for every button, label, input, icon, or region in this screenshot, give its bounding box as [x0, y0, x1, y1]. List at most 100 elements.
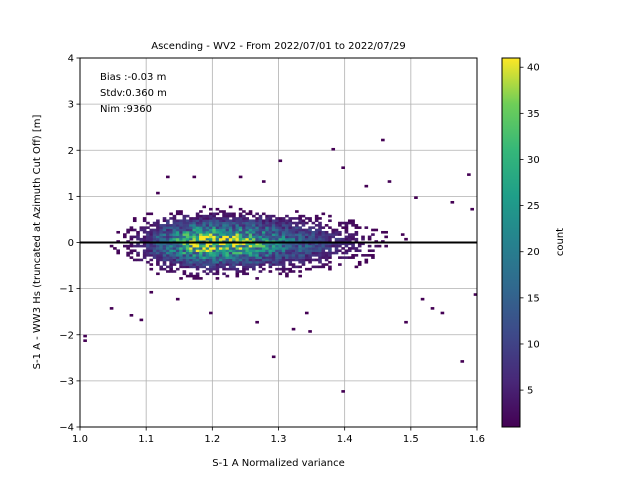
heatmap-cell	[265, 214, 269, 218]
heatmap-cell	[166, 258, 170, 262]
heatmap-cell	[314, 217, 319, 220]
heatmap-cell	[215, 256, 220, 259]
heatmap-cell	[357, 226, 362, 229]
heatmap-cell	[258, 247, 263, 250]
heatmap-cell	[252, 240, 256, 243]
heatmap-cell	[232, 254, 236, 257]
heatmap-cell	[232, 237, 236, 241]
heatmap-cell	[268, 228, 273, 232]
heatmap-cell	[278, 263, 283, 266]
heatmap-cell	[116, 251, 120, 255]
heatmap-cell	[172, 228, 177, 232]
heatmap-cell	[261, 226, 266, 229]
heatmap-cell	[222, 244, 226, 248]
heatmap-cell	[202, 240, 207, 243]
heatmap-cell	[268, 256, 273, 259]
heatmap-cell	[129, 235, 134, 239]
heatmap-cell	[328, 219, 332, 223]
heatmap-cell	[298, 251, 302, 255]
heatmap-cell	[162, 228, 167, 232]
heatmap-cell	[156, 249, 160, 253]
heatmap-cell	[175, 219, 180, 223]
heatmap-cell	[166, 219, 170, 223]
heatmap-cell	[242, 249, 246, 253]
heatmap-cell	[298, 228, 302, 232]
heatmap-cell	[179, 219, 183, 223]
heatmap-cell	[215, 258, 220, 262]
heatmap-cell	[338, 230, 342, 234]
heatmap-cell	[189, 230, 193, 234]
heatmap-cell	[215, 267, 220, 271]
heatmap-cell	[248, 210, 253, 213]
heatmap-cell	[129, 226, 134, 229]
heatmap-cell	[261, 221, 266, 225]
heatmap-cell	[258, 258, 263, 262]
heatmap-cell	[295, 224, 299, 227]
heatmap-cell	[126, 251, 130, 255]
heatmap-cell	[185, 274, 190, 278]
heatmap-cell	[205, 244, 210, 248]
heatmap-cell	[132, 258, 137, 262]
heatmap-cell	[238, 230, 243, 234]
heatmap-cell	[344, 256, 349, 259]
heatmap-cell	[202, 260, 207, 264]
heatmap-cell	[328, 237, 332, 241]
outlier-cell	[238, 175, 243, 179]
heatmap-cell	[212, 228, 216, 232]
x-tick-label: 1.0	[72, 434, 88, 445]
heatmap-cell	[202, 258, 207, 262]
heatmap-cell	[255, 219, 259, 223]
heatmap-cell	[129, 237, 134, 241]
heatmap-cell	[304, 240, 309, 243]
heatmap-cell	[367, 249, 372, 253]
heatmap-cell	[301, 235, 306, 239]
heatmap-cell	[298, 237, 302, 241]
heatmap-cell	[209, 235, 213, 239]
heatmap-cell	[202, 270, 207, 273]
heatmap-cell	[265, 219, 269, 223]
heatmap-cell	[288, 247, 293, 250]
heatmap-cell	[162, 258, 167, 262]
heatmap-cell	[169, 224, 173, 227]
outlier-cell	[341, 166, 345, 169]
heatmap-cell	[334, 233, 339, 236]
heatmap-cell	[298, 217, 302, 220]
heatmap-cell	[179, 233, 183, 236]
heatmap-cell	[288, 224, 293, 227]
heatmap-cell	[205, 263, 210, 266]
heatmap-cell	[232, 244, 236, 248]
heatmap-cell	[255, 240, 259, 243]
heatmap-cell	[195, 274, 200, 278]
heatmap-cell	[338, 242, 342, 246]
heatmap-cell	[285, 240, 289, 243]
heatmap-cell	[301, 254, 306, 257]
heatmap-cell	[228, 221, 233, 225]
heatmap-cell	[275, 219, 279, 223]
heatmap-cell	[182, 263, 187, 266]
heatmap-cell	[324, 251, 329, 255]
heatmap-cell	[371, 256, 375, 259]
heatmap-cell	[175, 244, 180, 248]
heatmap-cell	[189, 263, 193, 266]
heatmap-cell	[271, 258, 276, 262]
heatmap-cell	[225, 226, 230, 229]
heatmap-cell	[218, 235, 223, 239]
heatmap-cell	[321, 256, 326, 259]
heatmap-cell	[301, 221, 306, 225]
heatmap-cell	[324, 256, 329, 259]
heatmap-cell	[109, 244, 114, 248]
heatmap-cell	[334, 251, 339, 255]
heatmap-cell	[331, 242, 336, 246]
heatmap-cell	[195, 212, 200, 216]
heatmap-cell	[166, 235, 170, 239]
heatmap-cell	[162, 219, 167, 223]
heatmap-cell	[195, 230, 200, 234]
heatmap-cell	[324, 235, 329, 239]
heatmap-cell	[278, 260, 283, 264]
heatmap-cell	[162, 237, 167, 241]
heatmap-cell	[182, 242, 187, 246]
heatmap-cell	[298, 214, 302, 218]
heatmap-cell	[225, 254, 230, 257]
heatmap-cell	[169, 270, 173, 273]
heatmap-cell	[126, 240, 130, 243]
